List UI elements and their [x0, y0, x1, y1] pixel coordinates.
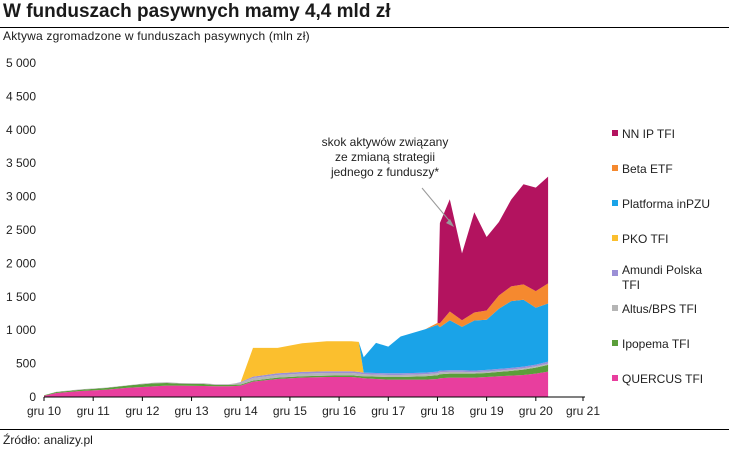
legend-swatch — [612, 235, 618, 241]
x-tick-label: gru 14 — [224, 404, 258, 418]
x-tick-label: gru 11 — [77, 404, 110, 418]
y-tick-label: 1 500 — [6, 290, 36, 304]
y-tick-label: 1 000 — [6, 323, 36, 337]
x-tick-label: gru 15 — [273, 404, 307, 418]
chart-subtitle: Aktywa zgromadzone w funduszach pasywnyc… — [3, 29, 310, 43]
annotation-line: ze zmianą strategii — [335, 150, 435, 164]
y-tick-label: 2 500 — [6, 223, 36, 237]
legend-label: Beta ETF — [622, 162, 673, 176]
annotation-line: skok aktywów związany — [322, 135, 449, 149]
legend-label: PKO TFI — [622, 232, 668, 246]
legend-swatch — [612, 305, 618, 311]
annotation-line: jednego z funduszy* — [330, 165, 439, 179]
title-rule — [0, 27, 729, 28]
x-tick-label: gru 19 — [470, 404, 504, 418]
area-series-group — [44, 176, 549, 397]
legend-swatch — [612, 130, 618, 136]
x-tick-label: gru 17 — [371, 404, 405, 418]
legend-label: Altus/BPS TFI — [622, 302, 697, 316]
y-tick-label: 500 — [16, 357, 36, 371]
area-series-nn-ip-tfi — [44, 176, 549, 396]
legend-swatch — [612, 165, 618, 171]
x-tick-label: gru 20 — [519, 404, 553, 418]
legend-label: Amundi Polska TFI — [622, 263, 702, 292]
legend-swatch — [612, 270, 618, 276]
legend-label: NN IP TFI — [622, 127, 675, 141]
legend-swatch — [612, 340, 618, 346]
x-tick-label: gru 18 — [420, 404, 454, 418]
legend: NN IP TFI Beta ETF Platforma inPZU PKO TFI A… — [612, 127, 710, 386]
legend-label: Platforma inPZU — [622, 197, 710, 211]
source-note: Źródło: analizy.pl — [3, 433, 93, 447]
legend-label: QUERCUS TFI — [622, 372, 703, 386]
annotation-arrowhead — [446, 219, 454, 227]
y-tick-label: 4 500 — [6, 89, 36, 103]
area-series-platforma-inpzu — [44, 299, 549, 396]
x-tick-label: gru 13 — [175, 404, 209, 418]
y-axis-ticks: 0 500 1 000 1 500 2 000 2 500 3 000 3 500 4 000 4… — [6, 56, 36, 404]
x-tick-label: gru 16 — [322, 404, 356, 418]
legend-swatch — [612, 200, 618, 206]
x-tick-label: gru 12 — [125, 404, 159, 418]
legend-swatch — [612, 375, 618, 381]
y-tick-label: 0 — [29, 390, 36, 404]
legend-label: Ipopema TFI — [622, 337, 690, 351]
area-series-quercus-tfi — [44, 371, 549, 397]
source-rule — [0, 429, 729, 430]
y-tick-label: 4 000 — [6, 123, 36, 137]
x-axis-ticks: gru 10 gru 11 gru 12 gru 13 gru 14 gru 15 gru … — [27, 397, 600, 418]
y-tick-label: 3 500 — [6, 156, 36, 170]
y-tick-label: 3 000 — [6, 190, 36, 204]
chart-title: W funduszach pasywnych mamy 4,4 mld zł — [3, 1, 391, 22]
y-tick-label: 2 000 — [6, 256, 36, 270]
y-tick-label: 5 000 — [6, 56, 36, 70]
area-series-pko-tfi — [44, 341, 549, 396]
x-tick-label: gru 10 — [27, 404, 61, 418]
x-tick-label: gru 21 — [566, 404, 600, 418]
annotation-arrow — [421, 187, 453, 225]
